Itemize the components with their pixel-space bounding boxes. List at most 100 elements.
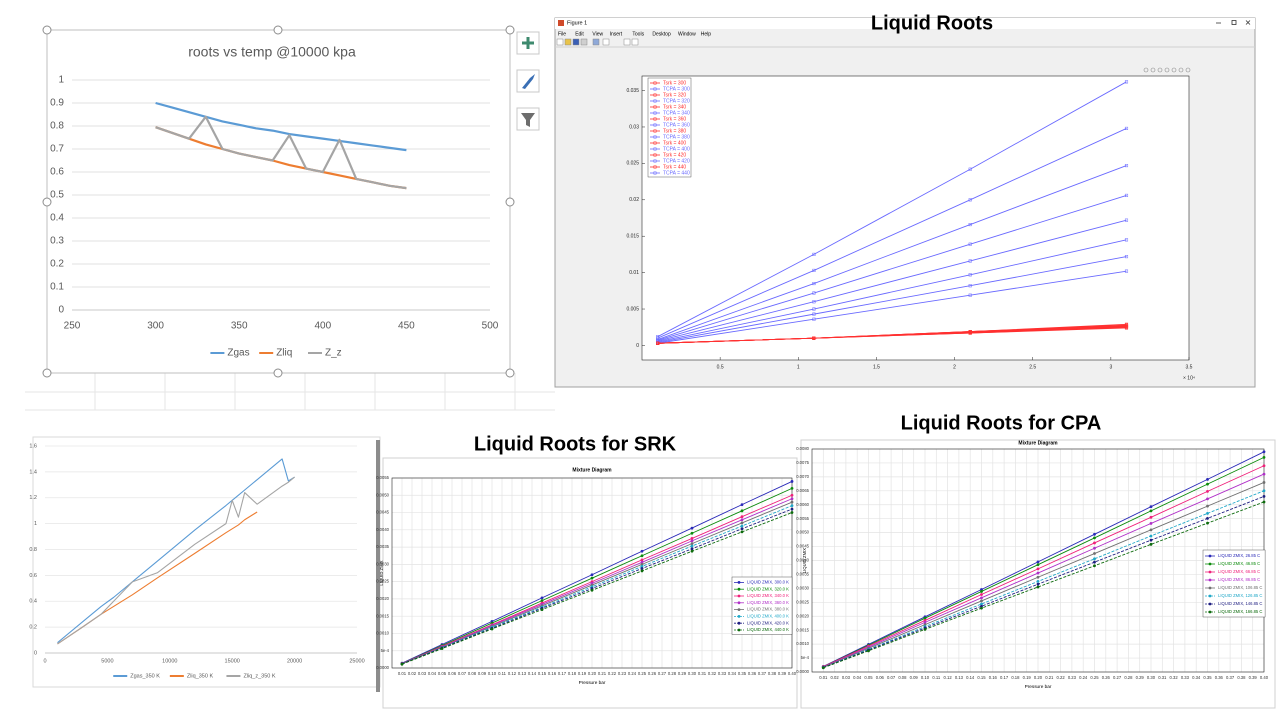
point bbox=[867, 649, 870, 653]
point bbox=[1206, 482, 1209, 486]
axes-tool[interactable] bbox=[1157, 67, 1163, 73]
close-button[interactable] bbox=[1245, 20, 1251, 25]
tool-save[interactable] bbox=[572, 38, 580, 46]
x-tick-label: 350 bbox=[231, 321, 248, 332]
y-tick-label: 0.0000 bbox=[796, 669, 809, 674]
y-tick-label: 1 bbox=[34, 521, 37, 527]
tool-legend[interactable] bbox=[631, 38, 639, 46]
menu-item[interactable]: Insert bbox=[610, 31, 623, 37]
handle[interactable] bbox=[505, 368, 515, 378]
handle[interactable] bbox=[42, 368, 52, 378]
legend-label: LIQUID ZMIX, 320.0 K bbox=[747, 586, 789, 591]
x-tick-label: 450 bbox=[398, 321, 415, 332]
legend-marker bbox=[737, 621, 741, 625]
legend-marker bbox=[1208, 570, 1212, 574]
axes-tool[interactable] bbox=[1178, 67, 1184, 73]
y-tick-label: 0.0015 bbox=[376, 613, 389, 618]
legend-marker bbox=[653, 171, 657, 175]
chart-frame bbox=[32, 436, 381, 688]
menu-item[interactable]: File bbox=[558, 31, 566, 37]
legend-marker bbox=[653, 93, 657, 97]
axes-tool[interactable] bbox=[1143, 67, 1149, 73]
handle[interactable] bbox=[505, 197, 515, 207]
point bbox=[640, 562, 644, 566]
x-tick-label: 400 bbox=[314, 321, 331, 332]
y-tick-label: 0.015 bbox=[626, 234, 639, 240]
point bbox=[656, 335, 660, 339]
menu-item[interactable]: Desktop bbox=[652, 31, 671, 37]
point bbox=[1149, 515, 1153, 519]
caption: Liquid Roots bbox=[871, 12, 993, 34]
y-tick-label: 0.0045 bbox=[796, 544, 809, 549]
chart-frame[interactable] bbox=[46, 29, 511, 374]
x-tick-label: 0.15 bbox=[977, 675, 986, 680]
y-tick-label: 0.0055 bbox=[796, 516, 809, 521]
y-tick-label: 0.02 bbox=[629, 197, 639, 203]
tool-insert[interactable] bbox=[602, 38, 610, 46]
menu-item[interactable]: Window bbox=[678, 31, 696, 37]
maximize-button[interactable] bbox=[1231, 20, 1237, 25]
handle[interactable] bbox=[273, 368, 283, 378]
legend-label: LIQUID ZMIX, 340.0 K bbox=[747, 593, 789, 598]
point bbox=[1206, 517, 1209, 520]
x-tick-label: 0.32 bbox=[708, 671, 717, 676]
y-tick-label: 0.0020 bbox=[376, 596, 389, 601]
point bbox=[968, 273, 972, 277]
tool-link[interactable] bbox=[592, 38, 600, 46]
x-tick-label: 0.32 bbox=[1170, 675, 1179, 680]
axes-tool[interactable] bbox=[1150, 67, 1156, 73]
chart-buttons bbox=[516, 31, 540, 131]
point bbox=[790, 507, 794, 511]
y-tick-label: 0.0080 bbox=[796, 446, 809, 451]
legend-label: Zliq bbox=[276, 348, 292, 359]
point bbox=[1262, 464, 1266, 468]
sheet-grid bbox=[25, 373, 555, 411]
legend-marker bbox=[653, 159, 657, 163]
handle[interactable] bbox=[505, 25, 515, 35]
x-tick-label: 0.37 bbox=[1226, 675, 1235, 680]
menu-item[interactable]: Tools bbox=[632, 31, 644, 37]
legend-label: Tsrk = 440 bbox=[663, 164, 686, 170]
x-tick-label: 0.01 bbox=[819, 675, 828, 680]
legend-label: Z_z bbox=[325, 348, 342, 359]
chart-title: roots vs temp @10000 kpa bbox=[188, 44, 356, 60]
menu-item[interactable]: Edit bbox=[575, 31, 584, 37]
legend-marker bbox=[653, 147, 657, 151]
x-tick-label: 0.02 bbox=[408, 671, 417, 676]
tool-open[interactable] bbox=[564, 38, 572, 46]
x-tick-label: 2.5 bbox=[1029, 364, 1036, 370]
tool-edit[interactable] bbox=[623, 38, 631, 46]
handle[interactable] bbox=[42, 197, 52, 207]
point bbox=[690, 544, 694, 548]
x-tick-label: 0.33 bbox=[1181, 675, 1190, 680]
legend-label: TCPA = 360 bbox=[663, 122, 690, 128]
point bbox=[740, 527, 744, 531]
axes-tool[interactable] bbox=[1185, 67, 1191, 73]
point bbox=[690, 526, 694, 530]
point bbox=[1093, 560, 1096, 564]
axes-tool[interactable] bbox=[1164, 67, 1170, 73]
axes-tool[interactable] bbox=[1171, 67, 1177, 73]
menu-item[interactable]: Help bbox=[701, 31, 712, 37]
point bbox=[690, 539, 694, 543]
x-tick-label: 0.25 bbox=[638, 671, 647, 676]
point bbox=[1036, 582, 1040, 586]
y-tick-label: 0.0070 bbox=[796, 474, 809, 479]
point bbox=[1206, 521, 1209, 525]
point bbox=[1262, 455, 1266, 459]
x-tick-label: 0.07 bbox=[887, 675, 896, 680]
tool-print[interactable] bbox=[580, 38, 588, 46]
chart-title: Mixture Diagram bbox=[1018, 440, 1058, 446]
axes-background bbox=[642, 76, 1189, 360]
x-tick-label: 0.14 bbox=[966, 675, 975, 680]
x-tick-label: 0.22 bbox=[1057, 675, 1066, 680]
legend-label: Tsrk = 340 bbox=[663, 104, 686, 110]
y-tick-label: 0.0000 bbox=[376, 665, 389, 670]
handle[interactable] bbox=[273, 25, 283, 35]
tool-new[interactable] bbox=[556, 38, 564, 46]
handle[interactable] bbox=[42, 25, 52, 35]
point bbox=[1124, 218, 1129, 222]
point bbox=[812, 252, 816, 256]
point bbox=[1093, 536, 1096, 540]
menu-item[interactable]: View bbox=[592, 31, 603, 37]
